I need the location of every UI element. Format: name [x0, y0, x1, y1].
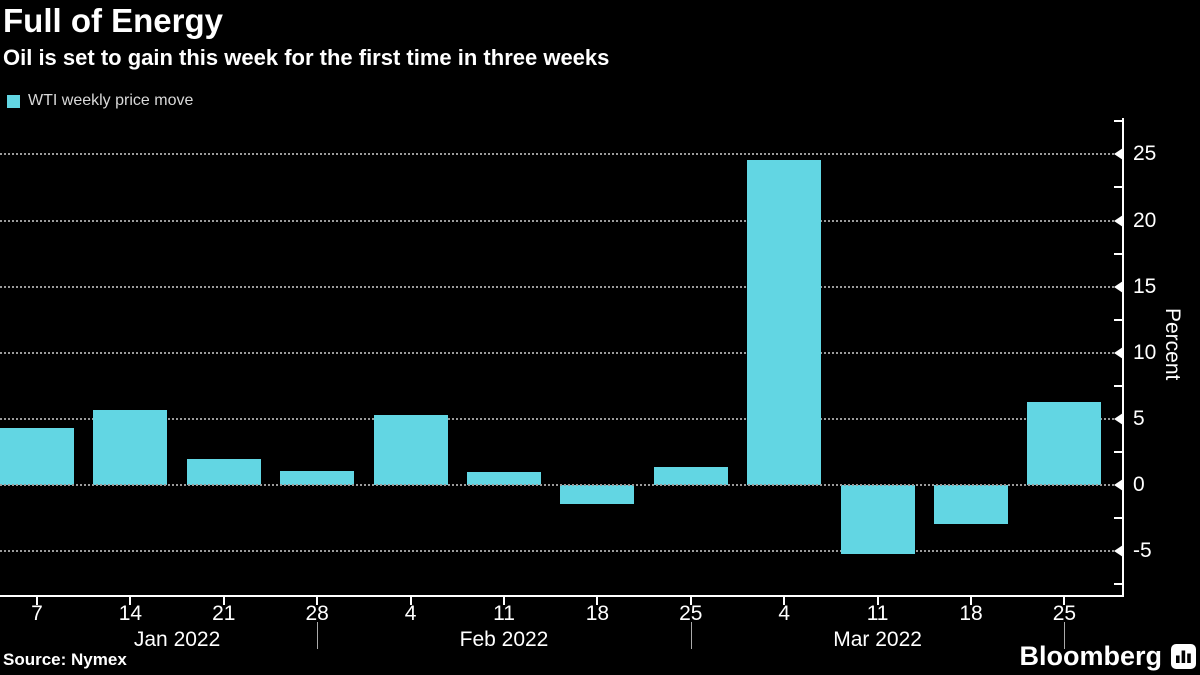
x-axis-tick-label: 21	[212, 602, 236, 625]
y-axis-minor-tick	[1114, 252, 1122, 255]
y-axis-minor-tick	[1114, 318, 1122, 321]
y-gridline	[0, 351, 1122, 354]
wti-bar	[467, 471, 541, 486]
y-gridline	[0, 285, 1122, 288]
wti-bar	[560, 485, 635, 504]
month-separator	[317, 622, 319, 649]
x-axis-tick	[970, 597, 972, 605]
bar-chart-icon	[1171, 644, 1196, 669]
x-axis-tick-label: 7	[31, 602, 43, 625]
month-separator	[690, 622, 692, 649]
y-axis-major-tick	[1114, 280, 1123, 293]
wti-bar	[840, 485, 915, 554]
x-axis-tick	[409, 597, 412, 605]
x-axis-tick	[596, 597, 599, 605]
legend-label: WTI weekly price move	[28, 92, 194, 109]
x-axis-month-label: Mar 2022	[833, 628, 922, 651]
y-axis-major-tick	[1114, 413, 1123, 426]
x-axis-tick	[36, 597, 38, 605]
y-axis-major-tick	[1114, 346, 1123, 359]
wti-bar	[934, 485, 1008, 524]
y-axis-minor-tick	[1114, 186, 1122, 189]
x-axis-tick	[129, 597, 132, 605]
y-axis-major-tick	[1114, 479, 1123, 492]
y-axis-tick-label: 5	[1133, 407, 1145, 431]
x-axis-tick	[783, 597, 786, 605]
x-axis-tick-label: 11	[866, 602, 889, 625]
chart-title: Full of Energy	[3, 2, 224, 39]
wti-bar	[93, 409, 168, 486]
legend: WTI weekly price move	[7, 92, 193, 110]
zero-gridline	[0, 484, 1122, 487]
x-axis-tick	[689, 597, 692, 605]
y-axis-tick-label: 25	[1133, 142, 1157, 166]
y-gridline	[0, 219, 1122, 222]
x-axis-tick-label: 14	[118, 602, 143, 625]
legend-swatch-icon	[7, 94, 20, 108]
y-axis-minor-tick	[1114, 384, 1122, 387]
y-axis-minor-tick	[1114, 583, 1122, 586]
y-axis-line	[1122, 118, 1124, 595]
x-axis-tick-label: 4	[404, 602, 417, 625]
x-axis-tick	[1063, 597, 1066, 605]
y-axis-major-tick	[1114, 545, 1123, 558]
y-axis-tick-label: 15	[1133, 274, 1157, 298]
x-axis-tick	[222, 597, 225, 605]
x-axis-tick-label: 25	[679, 602, 703, 625]
x-axis-tick-label: 25	[1052, 602, 1077, 625]
wti-bar	[1027, 401, 1102, 486]
x-axis-tick	[316, 597, 319, 605]
y-axis-major-tick	[1114, 148, 1123, 161]
month-separator	[1064, 622, 1066, 649]
y-axis-tick-label: 20	[1133, 208, 1157, 232]
chart-subtitle: Oil is set to gain this week for the fir…	[3, 45, 610, 70]
y-gridline	[0, 153, 1122, 156]
y-gridline	[0, 418, 1122, 421]
wti-bar	[186, 458, 261, 486]
x-axis-tick-label: 4	[778, 602, 791, 625]
y-axis-tick-label: 0	[1133, 473, 1145, 497]
y-axis-major-tick	[1114, 214, 1123, 227]
x-axis-month-label: Feb 2022	[459, 628, 549, 651]
brand-name: Bloomberg	[1019, 641, 1162, 671]
x-axis-month-label: Jan 2022	[133, 628, 221, 651]
y-axis-minor-tick	[1114, 517, 1122, 520]
brand-logo: Bloomberg	[1019, 641, 1196, 672]
x-axis-tick-label: 28	[305, 602, 329, 625]
wti-bar	[0, 428, 74, 486]
source-note: Source: Nymex	[3, 650, 127, 669]
y-gridline	[0, 550, 1122, 553]
y-axis-tick-label: 10	[1133, 340, 1157, 364]
x-axis-tick	[503, 597, 505, 605]
y-axis-tick-label: -5	[1133, 539, 1152, 563]
x-axis-tick-label: 18	[585, 602, 610, 625]
y-axis-minor-tick	[1114, 451, 1122, 454]
wti-bar	[280, 470, 355, 486]
x-axis-tick-label: 11	[493, 602, 515, 625]
x-axis-tick-label: 18	[959, 602, 983, 625]
y-axis-title: Percent	[1161, 308, 1184, 381]
wti-bar	[373, 415, 448, 486]
y-axis-minor-tick	[1114, 120, 1122, 123]
x-axis-tick	[876, 597, 879, 605]
wti-bar	[653, 466, 728, 486]
x-axis-line	[0, 595, 1124, 597]
wti-bar	[747, 159, 822, 486]
